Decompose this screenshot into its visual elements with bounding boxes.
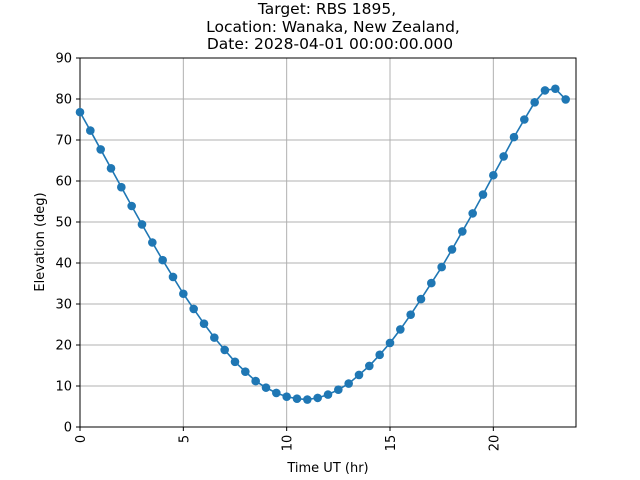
data-point — [323, 390, 333, 399]
data-point — [354, 370, 364, 380]
data-point — [416, 294, 426, 304]
data-point — [530, 97, 539, 107]
plot-area — [79, 57, 577, 428]
data-point — [137, 220, 147, 229]
data-point — [365, 361, 374, 371]
data-point — [551, 84, 560, 94]
data-point — [509, 132, 519, 142]
data-point — [148, 238, 157, 247]
y-tick-label: 20 — [55, 339, 72, 354]
data-point — [334, 385, 343, 394]
y-tick-label: 60 — [55, 175, 72, 190]
data-point — [168, 272, 178, 282]
data-point — [540, 86, 550, 95]
x-tick-label: 15 — [384, 435, 399, 452]
data-point — [561, 95, 570, 104]
data-point — [344, 379, 353, 388]
x-axis-label: Time UT (hr) — [286, 461, 368, 476]
data-point — [303, 395, 312, 404]
data-point — [86, 126, 95, 135]
data-point — [210, 333, 219, 342]
y-tick-label: 50 — [55, 216, 72, 231]
data-point — [447, 245, 457, 254]
y-axis-label: Elevation (deg) — [33, 192, 48, 291]
x-tick-label: 0 — [74, 435, 89, 443]
y-tick-label: 40 — [55, 257, 72, 272]
data-point — [468, 209, 477, 218]
title-line-2: Location: Wanaka, New Zealand, — [206, 18, 460, 36]
data-point — [478, 190, 488, 199]
data-point — [241, 367, 250, 376]
y-tick-label: 10 — [55, 380, 72, 395]
axis-ticks: 0 5 10 15 20 0 10 20 30 40 50 60 70 80 90 — [55, 52, 502, 452]
data-point — [230, 357, 240, 367]
data-point — [437, 262, 446, 272]
title-line-3: Date: 2028-04-01 00:00:00.000 — [207, 35, 453, 53]
data-point — [282, 392, 291, 401]
data-point — [220, 345, 229, 355]
data-point — [189, 304, 198, 314]
data-point — [499, 152, 508, 161]
x-tick-label: 5 — [177, 435, 192, 443]
data-point — [158, 255, 167, 265]
y-tick-label: 70 — [55, 134, 72, 149]
x-tick-label: 20 — [487, 435, 502, 452]
data-point — [272, 388, 281, 398]
data-point — [396, 325, 405, 334]
y-tick-label: 80 — [55, 93, 72, 108]
data-point — [385, 338, 395, 348]
elevation-series — [75, 84, 570, 404]
x-tick-label: 10 — [281, 435, 296, 452]
data-point — [117, 182, 126, 192]
title-line-1: Target: RBS 1895, — [257, 0, 396, 18]
y-tick-label: 0 — [64, 421, 72, 436]
y-tick-label: 90 — [55, 52, 72, 67]
data-point — [179, 289, 188, 299]
data-point — [106, 163, 116, 173]
data-point — [458, 227, 467, 236]
data-point — [251, 376, 260, 386]
chart-title: Target: RBS 1895, Location: Wanaka, New … — [206, 0, 460, 53]
data-point — [199, 319, 209, 328]
data-point — [375, 350, 384, 360]
data-point — [520, 115, 529, 124]
data-point — [127, 201, 136, 211]
data-point — [261, 383, 271, 392]
y-tick-label: 30 — [55, 298, 72, 313]
data-point — [489, 170, 498, 180]
data-point — [427, 278, 436, 288]
data-point — [292, 394, 302, 404]
data-point — [313, 393, 322, 403]
data-point — [96, 145, 105, 154]
data-point — [75, 107, 85, 117]
data-point — [406, 310, 415, 319]
